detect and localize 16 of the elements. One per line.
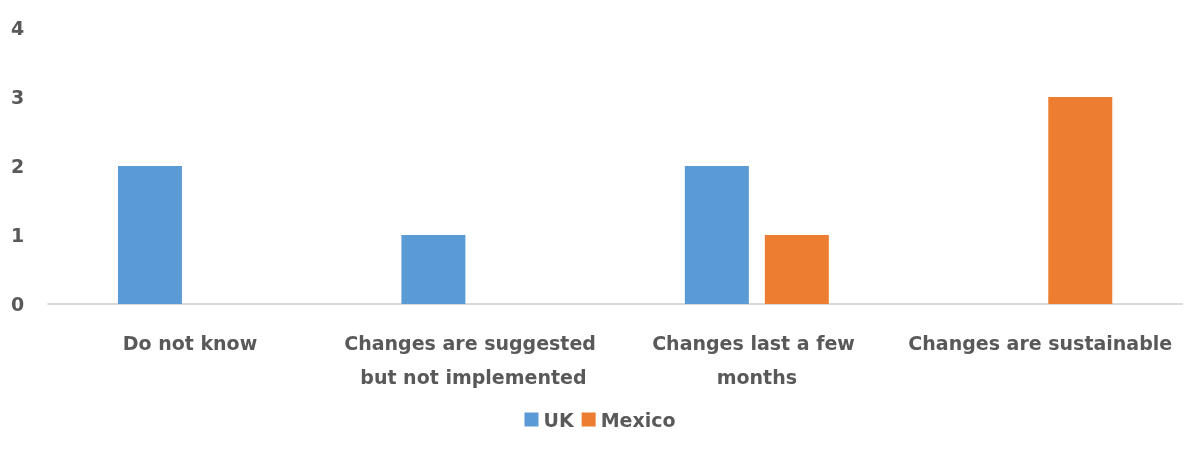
x-tick-label: Do not know	[122, 332, 258, 354]
y-tick-label: 3	[10, 86, 25, 108]
bar	[764, 235, 829, 304]
bar	[117, 166, 182, 304]
x-tick-label: Changes last a few months	[652, 332, 862, 388]
legend-label: Mexico	[600, 408, 676, 431]
y-tick-label: 1	[10, 224, 25, 246]
bar	[684, 166, 749, 304]
x-tick-label: Changes are sustainable	[908, 332, 1173, 354]
bar	[401, 235, 466, 304]
bar	[1048, 97, 1113, 304]
y-tick-label: 4	[10, 17, 25, 39]
x-tick-label: Changes are suggested but not implemented	[344, 332, 603, 388]
y-tick-label: 0	[10, 293, 25, 315]
legend-label: UK	[543, 408, 575, 431]
y-tick-label: 2	[10, 155, 25, 177]
